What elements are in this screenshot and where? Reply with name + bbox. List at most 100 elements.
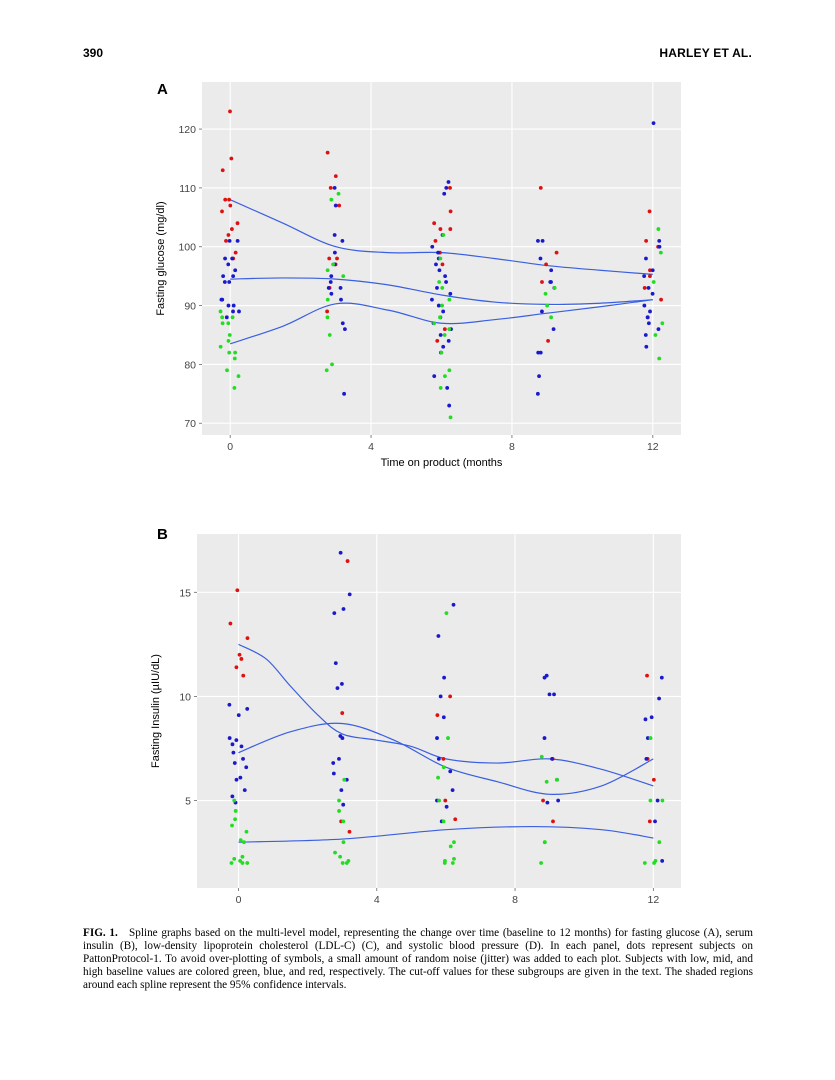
data-point-low <box>440 286 445 290</box>
data-point-mid <box>535 391 540 396</box>
data-point-mid <box>547 692 552 697</box>
data-point-low <box>442 861 447 865</box>
data-point-low <box>657 356 662 361</box>
data-point-mid <box>241 756 245 761</box>
data-point-low <box>448 844 453 849</box>
data-point-low <box>227 333 232 337</box>
data-point-low <box>344 861 349 865</box>
data-point-mid <box>540 309 544 314</box>
data-point-mid <box>337 756 341 761</box>
data-point-high <box>234 665 239 670</box>
data-point-low <box>330 362 334 367</box>
data-point-high <box>546 338 550 343</box>
data-point-mid <box>646 321 651 326</box>
data-point-high <box>453 817 458 822</box>
data-point-high <box>220 168 225 173</box>
data-point-low <box>230 315 235 320</box>
data-point-high <box>230 227 234 231</box>
data-point-mid <box>441 715 446 720</box>
data-point-mid <box>643 717 648 722</box>
data-point-mid <box>227 238 232 243</box>
data-point-low <box>226 338 231 343</box>
data-point-mid <box>224 315 229 320</box>
data-point-high <box>347 829 352 834</box>
data-point-mid <box>645 736 650 740</box>
y-tick-label: 70 <box>184 418 196 430</box>
data-point-high <box>224 238 228 243</box>
data-point-mid <box>657 238 662 243</box>
x-tick-label: 8 <box>512 894 518 906</box>
data-point-mid <box>332 611 337 616</box>
data-point-high <box>448 694 453 699</box>
data-point-high <box>435 338 440 343</box>
data-point-low <box>236 374 241 379</box>
running-head: HARLEY ET AL. <box>659 46 752 60</box>
data-point-low <box>642 861 647 865</box>
x-tick-label: 12 <box>647 441 659 453</box>
data-point-low <box>218 344 223 349</box>
data-point-mid <box>642 274 647 279</box>
y-tick-label: 5 <box>185 796 191 808</box>
data-point-mid <box>328 280 333 284</box>
data-point-low <box>439 350 444 355</box>
data-point-mid <box>536 350 541 355</box>
data-point-mid <box>441 344 446 349</box>
data-point-high <box>335 256 339 261</box>
data-point-high <box>440 262 445 267</box>
data-point-low <box>442 333 447 337</box>
data-point-low <box>545 303 550 308</box>
data-point-high <box>645 673 649 678</box>
data-point-low <box>337 809 341 813</box>
data-point-mid <box>227 702 232 707</box>
data-point-low <box>549 315 553 320</box>
data-point-mid <box>332 233 337 237</box>
data-point-mid <box>447 403 452 408</box>
data-point-mid <box>444 186 449 190</box>
data-point-low <box>448 415 453 420</box>
data-point-mid <box>230 256 235 261</box>
data-point-mid <box>646 286 651 290</box>
data-point-low <box>240 854 245 859</box>
data-point-mid <box>645 315 650 320</box>
data-point-mid <box>444 804 449 809</box>
data-point-mid <box>245 707 250 711</box>
data-point-mid <box>436 303 441 308</box>
data-point-mid <box>234 777 239 782</box>
data-point-mid <box>450 788 455 793</box>
data-point-mid <box>343 327 347 331</box>
data-point-mid <box>231 309 235 314</box>
caption-label: FIG. 1. <box>83 927 118 939</box>
data-point-low <box>232 798 237 803</box>
data-point-high <box>554 250 559 255</box>
data-point-mid <box>230 742 235 747</box>
data-point-high <box>337 203 342 208</box>
data-point-mid <box>435 736 439 740</box>
data-point-mid <box>329 291 334 296</box>
data-point-mid <box>238 775 243 780</box>
data-point-mid <box>234 738 239 743</box>
figure-panel-b: 5101504812Time on product (months)Fastin… <box>150 534 681 906</box>
data-point-low <box>337 798 341 803</box>
data-point-mid <box>435 286 439 290</box>
data-point-low <box>220 315 225 320</box>
data-point-high <box>432 221 437 226</box>
y-tick-label: 15 <box>179 587 191 599</box>
data-point-low <box>336 191 341 196</box>
data-point-mid <box>436 756 441 761</box>
data-point-high <box>233 250 238 255</box>
data-point-low <box>225 368 229 373</box>
data-point-mid <box>338 550 343 555</box>
data-point-low <box>240 861 245 865</box>
data-point-mid <box>653 819 657 824</box>
data-point-high <box>544 262 549 267</box>
data-point-mid <box>436 250 440 255</box>
data-point-mid <box>237 309 241 314</box>
data-point-mid <box>444 280 448 284</box>
data-point-high <box>327 256 332 261</box>
data-point-mid <box>445 386 450 390</box>
data-point-mid <box>227 736 232 740</box>
data-point-mid <box>340 238 345 243</box>
data-point-low <box>233 817 237 822</box>
x-tick-label: 0 <box>227 441 233 453</box>
data-point-high <box>245 636 250 641</box>
